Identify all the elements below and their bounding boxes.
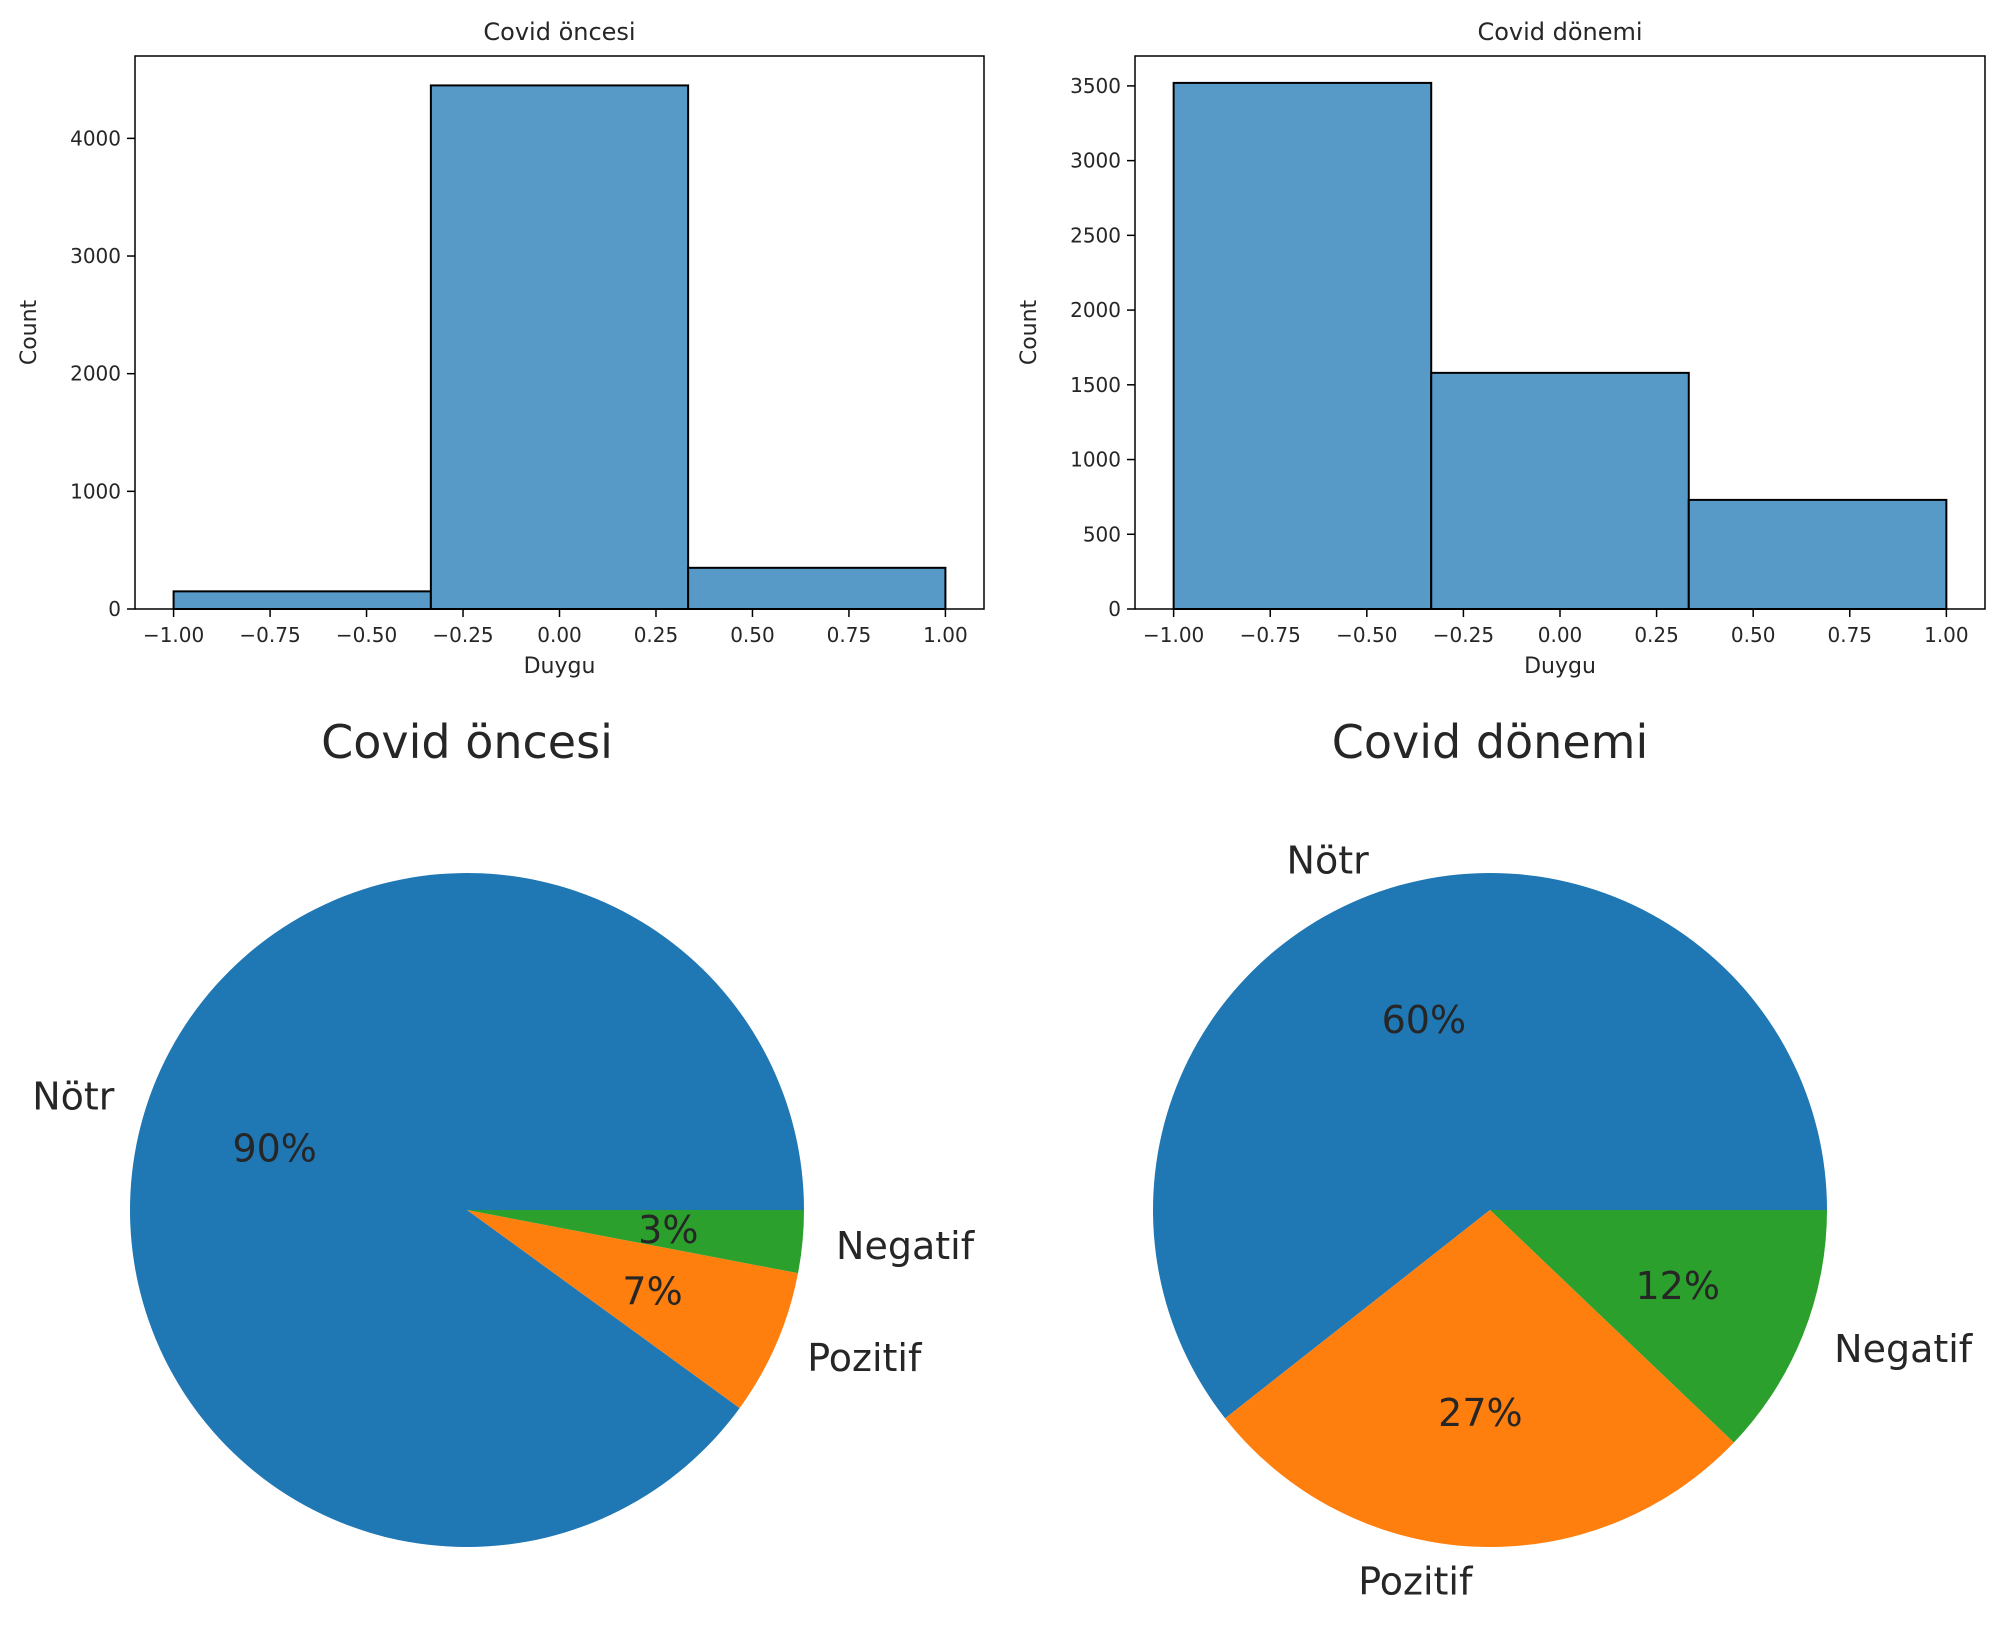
y-tick-label: 1000: [1070, 448, 1121, 472]
x-tick-label: 0.00: [537, 623, 582, 647]
y-tick-label: 0: [108, 597, 121, 621]
pie-slice: [1153, 873, 1827, 1419]
y-tick-label: 3000: [1070, 149, 1121, 173]
histogram-bar: [1172, 81, 1433, 610]
pie-slice: [467, 1210, 804, 1274]
slice-percent-label: 90%: [232, 1127, 316, 1171]
slice-label: Nötr: [1287, 839, 1370, 883]
slice-percent-label: 7%: [622, 1269, 682, 1313]
x-tick-label: −1.00: [143, 623, 204, 647]
chart-title: Covid dönemi: [1332, 715, 1648, 769]
x-tick-label: 0.75: [1828, 623, 1873, 647]
x-tick-label: −0.50: [1336, 623, 1397, 647]
x-tick-label: 1.00: [923, 623, 968, 647]
x-tick-label: −0.25: [1433, 623, 1494, 647]
pie-slice: [1490, 1210, 1827, 1443]
y-tick-label: 3500: [1070, 74, 1121, 98]
y-tick-label: 2000: [1070, 298, 1121, 322]
pie-slice: [129, 872, 804, 1547]
x-tick-label: −0.75: [1240, 623, 1301, 647]
x-tick-label: 1.00: [1924, 623, 1969, 647]
y-tick-label: 500: [1083, 522, 1121, 546]
slice-percent-label: 27%: [1438, 1391, 1522, 1435]
y-tick-label: 2500: [1070, 223, 1121, 247]
y-tick-label: 1000: [70, 479, 121, 503]
histogram-bar: [172, 590, 432, 611]
x-axis-label: Duygu: [524, 654, 596, 679]
y-tick-label: 0: [1108, 597, 1121, 621]
x-tick-label: 0.25: [1634, 623, 1679, 647]
histogram-bar: [1687, 498, 1948, 610]
x-tick-label: −0.75: [239, 623, 300, 647]
histogram-covid-donemi: Covid dönemi −1.00 −0.75 −0.50 −0.25 0.00 0.25…: [1017, 18, 1986, 679]
slice-percent-label: 3%: [638, 1208, 698, 1252]
x-tick-label: 0.50: [1731, 623, 1776, 647]
pie-slice: [467, 1210, 799, 1409]
chart-title: Covid öncesi: [321, 715, 613, 769]
x-tick-label: 0.75: [827, 623, 872, 647]
slice-label: Pozitif: [807, 1336, 923, 1380]
slice-percent-label: 12%: [1635, 1264, 1719, 1308]
slice-label: Pozitif: [1358, 1559, 1474, 1603]
y-tick-label: 4000: [70, 126, 121, 150]
x-axis-label: Duygu: [1524, 654, 1596, 679]
x-tick-label: −1.00: [1143, 623, 1204, 647]
chart-title: Covid öncesi: [483, 18, 635, 46]
x-tick-label: −0.50: [336, 623, 397, 647]
pie-chart-covid-oncesi: Covid öncesi 90% Nötr 7% Pozitif 3% Negatif: [32, 715, 976, 1547]
y-tick-label: 3000: [70, 244, 121, 268]
x-tick-label: 0.50: [730, 623, 775, 647]
y-tick-label: 2000: [70, 362, 121, 386]
y-axis-label: Count: [1017, 299, 1042, 365]
histogram-bar: [429, 84, 690, 610]
x-tick-label: 0.00: [1538, 623, 1583, 647]
x-tick-label: −0.25: [432, 623, 493, 647]
y-tick-label: 1500: [1070, 373, 1121, 397]
slice-label: Negatif: [836, 1224, 976, 1268]
slice-label: Nötr: [32, 1074, 115, 1118]
slice-label: Negatif: [1834, 1327, 1974, 1371]
chart-title: Covid dönemi: [1477, 18, 1642, 46]
histogram-bar: [1430, 371, 1690, 611]
pie-chart-covid-donemi: Covid dönemi 60% Nötr 27% Pozitif 12% Negatif: [1153, 715, 1974, 1603]
y-axis-label: Count: [17, 299, 42, 365]
histogram-bar: [687, 566, 947, 611]
slice-percent-label: 60%: [1382, 998, 1466, 1042]
pie-slice: [1225, 1210, 1734, 1547]
histogram-covid-oncesi: Covid öncesi −1.00 −0.75 −0.50 −0.25 0.00 0.25…: [17, 18, 985, 679]
x-tick-label: 0.25: [634, 623, 679, 647]
